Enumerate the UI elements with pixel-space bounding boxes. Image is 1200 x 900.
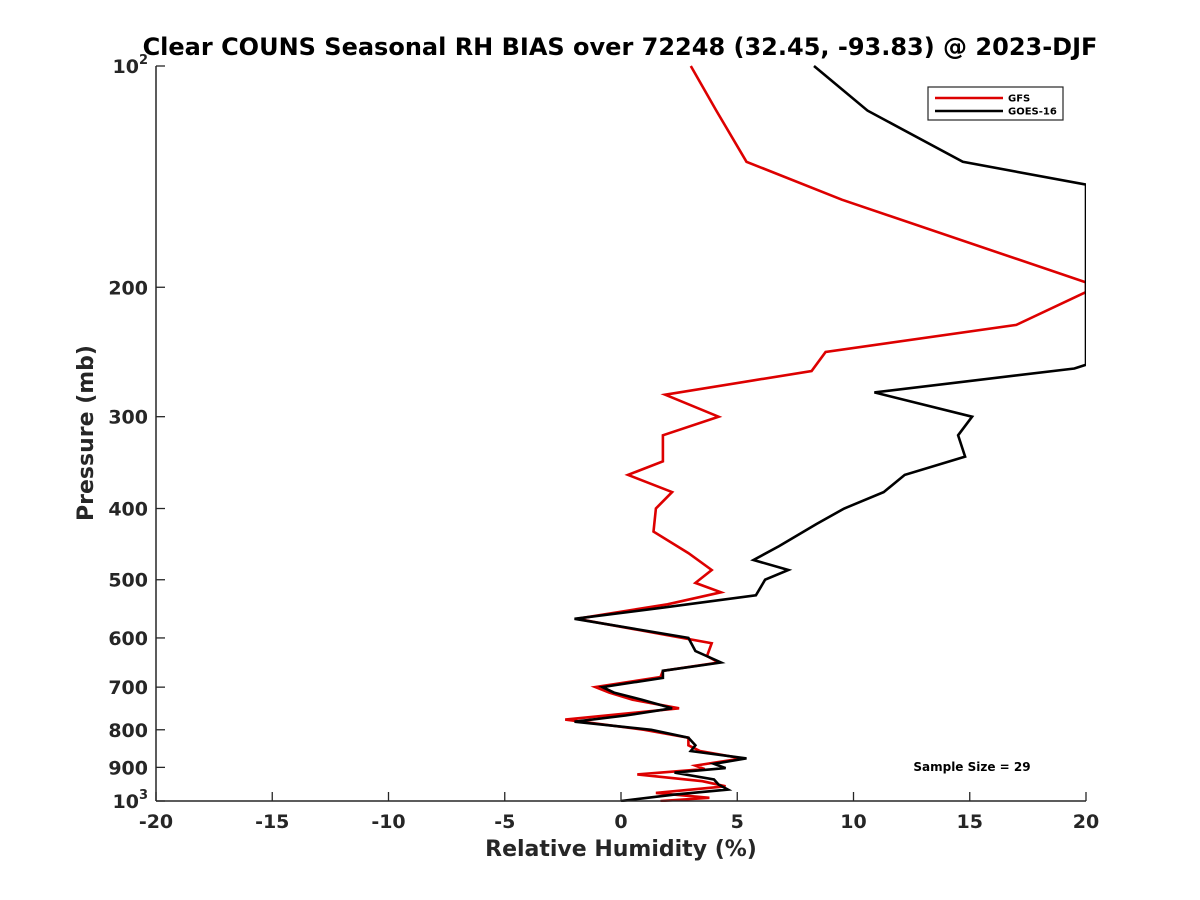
y-tick-label: 800: [108, 720, 148, 742]
y-tick-label: 900: [108, 757, 148, 779]
x-tick-label: 5: [731, 811, 744, 833]
y-ticks: 102 200 300 400 500 600 700 800 900 103: [108, 53, 165, 813]
x-tick-label: -5: [494, 811, 515, 833]
x-tick-label: -20: [139, 811, 173, 833]
y-tick-label: 300: [108, 407, 148, 429]
legend: GFS GOES-16: [927, 86, 1064, 121]
x-ticks: -20 -15 -10 -5 0 5 10 15 20: [139, 792, 1099, 833]
legend-label-goes16: GOES-16: [1008, 107, 1057, 118]
series-line-goes-16: [574, 65, 1086, 802]
legend-box: [927, 86, 1064, 121]
y-tick-label: 102: [113, 53, 149, 78]
legend-label-gfs: GFS: [1008, 94, 1030, 105]
y-tick-label: 103: [113, 788, 149, 813]
y-tick-label: 500: [108, 570, 148, 592]
y-axis-label: Pressure (mb): [74, 345, 99, 521]
x-tick-label: -10: [371, 811, 405, 833]
chart-title: Clear COUNS Seasonal RH BIAS over 72248 …: [143, 33, 1098, 61]
y-tick-label: 200: [108, 277, 148, 299]
x-tick-label: 15: [957, 811, 983, 833]
sample-size-annotation: Sample Size = 29: [913, 760, 1030, 774]
x-tick-label: 20: [1073, 811, 1099, 833]
x-tick-label: 0: [614, 811, 627, 833]
y-tick-label: 700: [108, 677, 148, 699]
x-tick-label: 10: [840, 811, 866, 833]
plot-lines: [565, 65, 1086, 802]
x-tick-label: -15: [255, 811, 289, 833]
y-tick-label: 600: [108, 628, 148, 650]
x-axis-label: Relative Humidity (%): [485, 837, 757, 862]
y-tick-label: 400: [108, 499, 148, 521]
